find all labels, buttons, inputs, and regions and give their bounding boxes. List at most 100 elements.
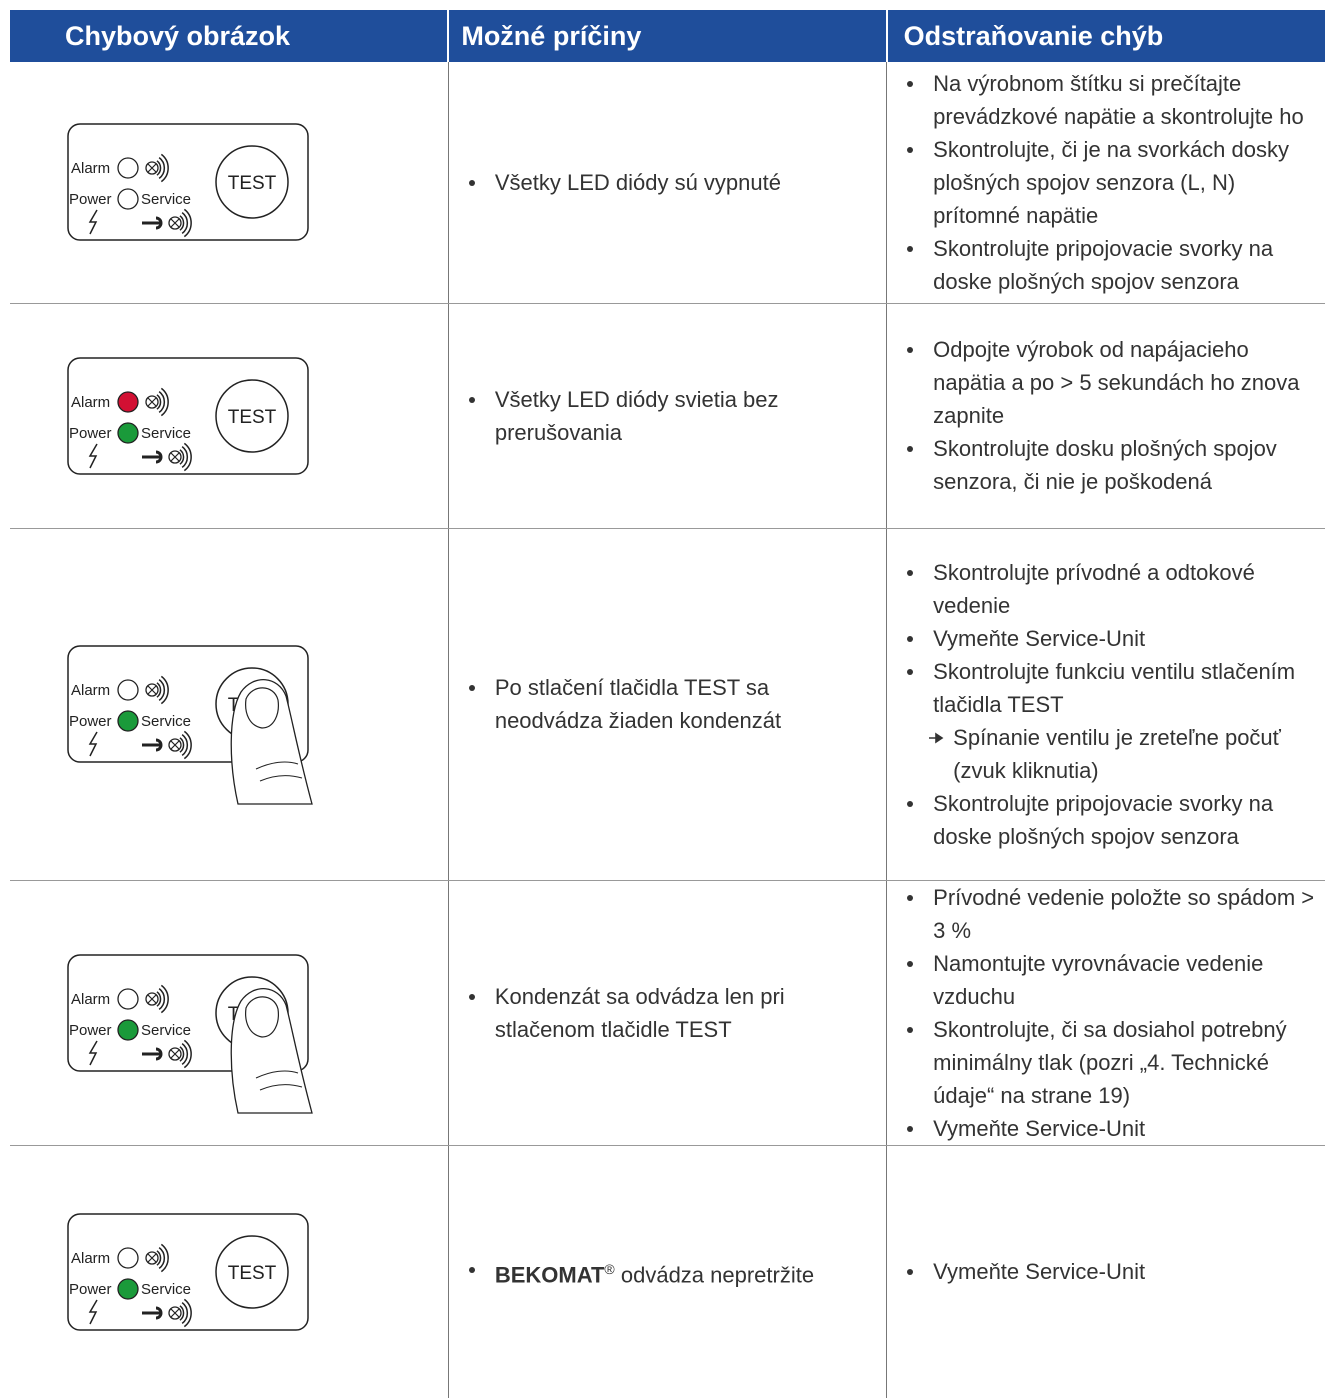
icon: [168, 738, 182, 752]
finger-crease: [255, 761, 303, 782]
remedy-cell: Prívodné vedenie položte so spádom > 3 %…: [886, 880, 1325, 1146]
remedy-text: Skontrolujte, či je na svorkách dosky pl…: [933, 136, 1289, 228]
icon: [156, 393, 162, 410]
icon: [179, 1045, 185, 1062]
lightning-icon: [88, 443, 98, 468]
remedy-item: Skontrolujte funkciu ventilu stlačením t…: [901, 655, 1321, 721]
table-row: Alarm Power Service TEST Všetky LED diódy sú…: [10, 62, 1325, 304]
remedy-text: Na výrobnom štítku si prečítajte prevádz…: [933, 70, 1304, 129]
cause-text: odvádza nepretržite: [614, 1261, 815, 1287]
icon: [179, 448, 185, 465]
cause-text: Kondenzát sa odvádza len pri stlačenom t…: [494, 983, 785, 1042]
icon: [145, 161, 159, 175]
label: Power: [69, 1281, 112, 1298]
label: Alarm: [71, 991, 110, 1008]
remedy-item: Skontrolujte pripojovacie svorky na dosk…: [901, 232, 1321, 298]
table-wrap: Chybový obrázok Možné príčiny Odstraňovani…: [10, 10, 1325, 1398]
power-led: [117, 188, 139, 210]
remedy-text: Skontrolujte funkciu ventilu stlačením t…: [933, 658, 1296, 717]
troubleshooting-table: Chybový obrázok Možné príčiny Odstraňovani…: [10, 10, 1325, 1398]
alarm-led: [117, 679, 139, 701]
cause-item: Po stlačení tlačidla TEST sa neodvádza ž…: [463, 671, 866, 737]
alarm-led: [117, 987, 139, 1010]
icon: [147, 685, 157, 695]
icon: [160, 1243, 169, 1272]
icon: [181, 445, 189, 468]
icon: [156, 1249, 162, 1266]
alarm-led: [117, 1247, 139, 1269]
remedy-cell: Na výrobnom štítku si prečítajte prevádz…: [886, 62, 1325, 304]
remedy-item: Vymeňte Service-Unit: [901, 1255, 1321, 1288]
remedy-text: Namontujte vyrovnávacie vedenie vzduchu: [933, 950, 1264, 1009]
icon: [158, 1246, 166, 1269]
remedy-cell: Vymeňte Service-Unit: [886, 1145, 1325, 1398]
remedy-list: Na výrobnom štítku si prečítajte prevádz…: [887, 67, 1325, 298]
remedy-item: Skontrolujte, či sa dosiahol potrebný mi…: [901, 1013, 1321, 1112]
lightning-icon: [88, 731, 98, 757]
table-row: Alarm Power Service TEST Všetky LED diódy sv…: [10, 303, 1325, 529]
remedy-text: Prívodné vedenie položte so spádom > 3 %: [933, 884, 1315, 943]
wrench-icon: [142, 216, 163, 230]
cause-cell: Po stlačení tlačidla TEST sa neodvádza ž…: [447, 528, 887, 881]
cause-text: Po stlačení tlačidla TEST sa neodvádza ž…: [494, 675, 782, 733]
remedy-text: Spínanie ventilu je zreteľne počuť (zvuk…: [953, 724, 1281, 783]
remedy-item: Skontrolujte, či je na svorkách dosky pl…: [901, 133, 1321, 232]
lightning-icon: [88, 1040, 98, 1065]
icon: [158, 679, 166, 701]
page: Chybový obrázok Možné príčiny Odstraňovani…: [10, 10, 1325, 1398]
icon: [145, 1251, 159, 1265]
power-led: [117, 1018, 139, 1041]
button-label: TEST: [228, 407, 277, 428]
remedy-item: Skontrolujte pripojovacie svorky na dosk…: [901, 787, 1321, 853]
remedy-list: Prívodné vedenie položte so spádom > 3 %…: [887, 881, 1325, 1145]
icon: [158, 157, 166, 180]
power-led: [117, 1278, 139, 1300]
finger-nail: [245, 687, 279, 729]
remedy-text: Skontrolujte pripojovacie svorky na dosk…: [933, 235, 1274, 294]
cause-text: BEKOMAT: [494, 1261, 605, 1287]
remedy-item: Odpojte výrobok od napájacieho napätia a…: [901, 333, 1321, 432]
remedy-text: Vymeňte Service-Unit: [933, 1259, 1146, 1285]
icon: [160, 984, 169, 1013]
icon: [183, 209, 192, 238]
label: Power: [69, 425, 112, 442]
test-button: [215, 145, 289, 219]
test-button: [215, 1235, 289, 1309]
label: Power: [69, 191, 112, 208]
icon: [183, 1039, 192, 1068]
icon: [160, 675, 169, 705]
finger-nail: [245, 995, 279, 1038]
alarm-led: [117, 157, 139, 179]
cause-list: Všetky LED diódy sú vypnuté: [449, 166, 886, 199]
alarm-led: [117, 390, 139, 413]
icon: [158, 390, 166, 413]
remedy-list: Vymeňte Service-Unit: [887, 1255, 1325, 1288]
wrench-icon: [142, 738, 163, 752]
icon: [168, 216, 182, 230]
icon: [160, 154, 169, 183]
icon: [181, 212, 189, 235]
remedy-text: Odpojte výrobok od napájacieho napätia a…: [933, 337, 1300, 428]
finger-crease: [255, 1069, 303, 1090]
icon: [183, 730, 192, 760]
label: Service: [141, 1281, 191, 1298]
icon: [181, 1301, 189, 1324]
cause-list: Po stlačení tlačidla TEST sa neodvádza ž…: [449, 671, 886, 737]
icon: [147, 163, 157, 173]
icon: [170, 218, 180, 228]
icon: [147, 994, 157, 1003]
icon: [179, 737, 185, 753]
remedy-item: Vymeňte Service-Unit: [901, 622, 1321, 655]
remedy-cell: Skontrolujte prívodné a odtokové vedenie…: [886, 528, 1325, 881]
wrench-icon: [142, 1306, 163, 1320]
label: Alarm: [71, 394, 110, 411]
remedy-list: Odpojte výrobok od napájacieho napätia a…: [887, 333, 1325, 498]
icon: [147, 1253, 157, 1263]
column-header: Možné príčiny: [447, 10, 887, 62]
remedy-text: Skontrolujte prívodné a odtokové vedenie: [933, 559, 1255, 618]
label: Service: [141, 713, 191, 730]
